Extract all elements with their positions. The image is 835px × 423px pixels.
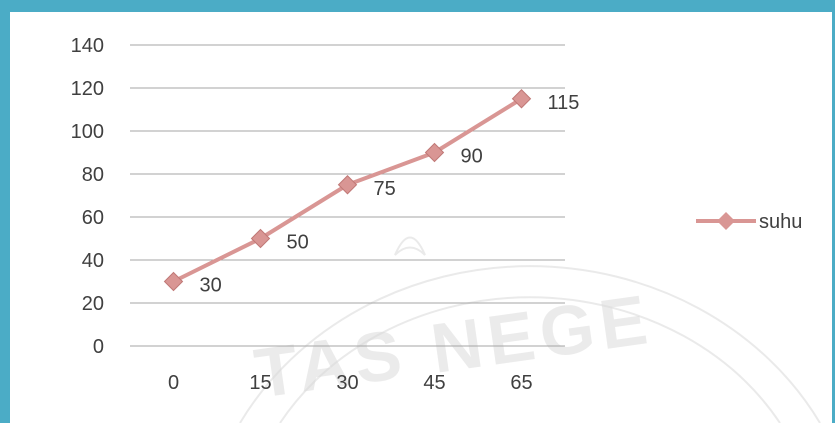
data-label: 50	[287, 232, 309, 254]
x-tick-label: 30	[336, 372, 358, 394]
x-tick-label: 15	[249, 372, 271, 394]
data-point-marker	[163, 271, 184, 292]
y-tick-label: 120	[71, 78, 104, 100]
data-label: 75	[374, 178, 396, 200]
x-tick-label: 65	[510, 372, 532, 394]
data-labels: 30 50 75 90 115	[200, 92, 580, 297]
y-tick-label: 60	[82, 207, 104, 229]
y-tick-label: 0	[93, 336, 104, 358]
gridlines	[130, 44, 565, 347]
data-label: 90	[461, 146, 483, 168]
frame-border-left	[0, 0, 10, 423]
data-label: 115	[548, 92, 580, 114]
series-suhu	[163, 89, 532, 292]
y-tick-label: 100	[71, 121, 104, 143]
x-tick-label: 0	[168, 372, 179, 394]
legend: suhu	[696, 211, 802, 233]
data-point-marker	[424, 142, 445, 163]
data-point-marker	[250, 228, 271, 249]
legend-marker	[717, 212, 735, 230]
y-tick-label: 20	[82, 293, 104, 315]
y-axis: 0 20 40 60 80 100 120 140	[71, 35, 104, 358]
legend-label-suhu: suhu	[759, 211, 802, 233]
x-axis: 0 15 30 45 65	[168, 372, 533, 394]
x-tick-label: 45	[423, 372, 445, 394]
data-label: 30	[200, 275, 222, 297]
y-tick-label: 140	[71, 35, 104, 57]
data-point-marker	[511, 89, 532, 109]
frame-border-top	[0, 0, 835, 12]
y-tick-label: 40	[82, 250, 104, 272]
data-point-marker	[337, 175, 358, 195]
y-tick-label: 80	[82, 164, 104, 186]
watermark-seal: TAS NEGE	[239, 236, 821, 423]
frame-border-right	[832, 0, 835, 423]
